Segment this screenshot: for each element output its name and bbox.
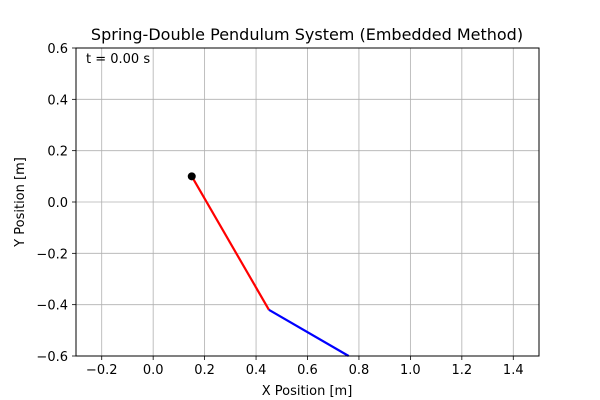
upper-arm-line — [190, 175, 270, 311]
x-tick-label: 1.0 — [400, 363, 421, 378]
y-tick-label: 0.0 — [47, 196, 68, 211]
series-layer — [187, 172, 350, 357]
x-tick-label: 0.8 — [349, 363, 370, 378]
y-tick-label: 0.6 — [47, 42, 68, 57]
x-axis-label: X Position [m] — [262, 384, 353, 399]
x-tick-label: −0.2 — [86, 363, 118, 378]
pivot-point — [187, 172, 196, 181]
y-axis-label: Y Position [m] — [13, 157, 28, 248]
y-tick-label: −0.2 — [36, 247, 68, 262]
x-tick-label: 1.4 — [503, 363, 524, 378]
chart-title: Spring-Double Pendulum System (Embedded … — [91, 25, 523, 44]
x-tick-label: 0.2 — [194, 363, 215, 378]
x-tick-label: 0.4 — [246, 363, 267, 378]
ticks: −0.2 0.0 0.2 0.4 0.6 0.8 1.0 1.2 1.4 −0.6 −0.4 −0.2… — [36, 42, 523, 378]
time-annotation: t = 0.00 s — [86, 52, 150, 67]
y-tick-label: −0.6 — [36, 350, 68, 365]
x-tick-label: 0.6 — [297, 363, 318, 378]
y-tick-label: 0.4 — [47, 93, 68, 108]
y-tick-label: −0.4 — [36, 299, 68, 314]
lower-arm-line — [268, 308, 350, 357]
x-tick-label: 0.0 — [143, 363, 164, 378]
y-tick-label: 0.2 — [47, 145, 68, 160]
x-tick-label: 1.2 — [451, 363, 472, 378]
